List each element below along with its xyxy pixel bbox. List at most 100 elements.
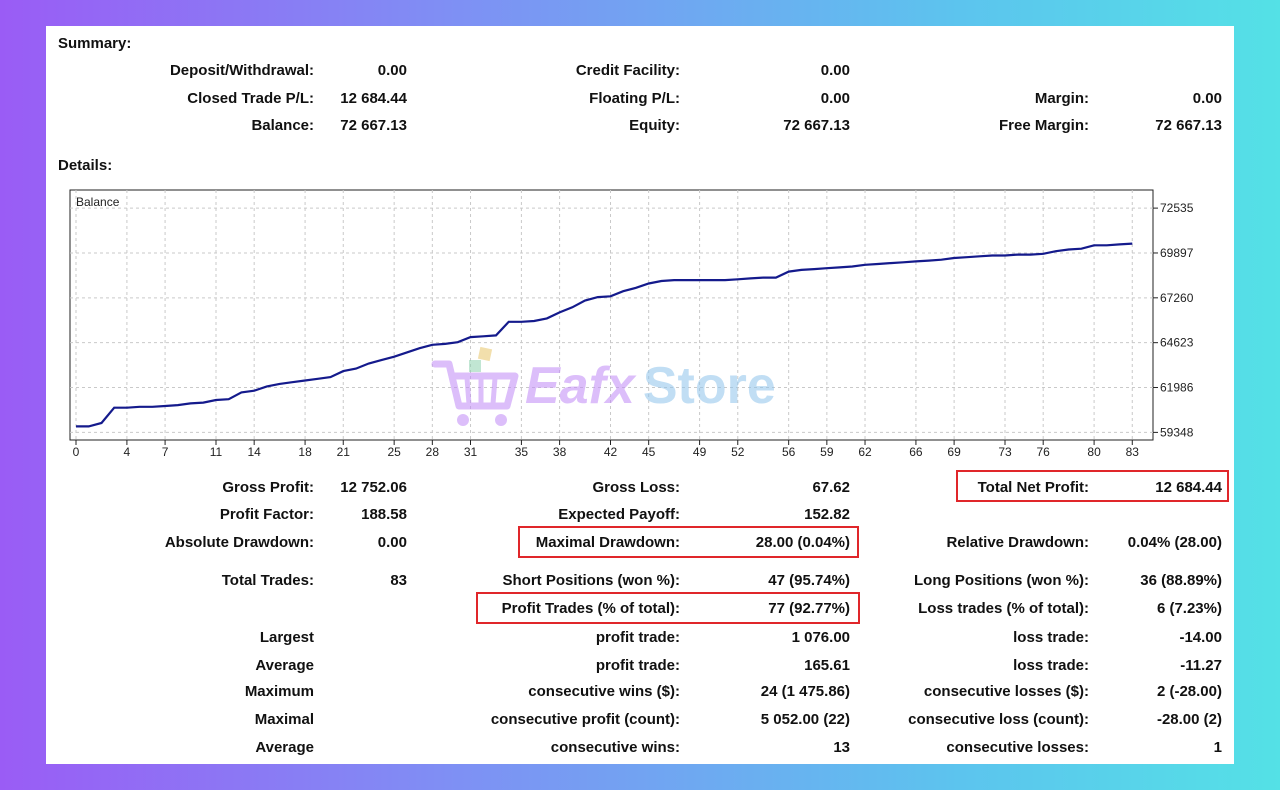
x-tick-label: 31 xyxy=(464,445,478,459)
maximal-label: Maximal xyxy=(254,711,314,728)
credit-facility-value: 0.00 xyxy=(820,62,850,79)
y-tick-label: 69897 xyxy=(1160,246,1194,260)
floating-pl-label: Floating P/L: xyxy=(589,90,680,107)
gross-profit-value: 12 752.06 xyxy=(340,479,407,496)
maximal-drawdown-highlight xyxy=(518,526,859,558)
maximal-consecutive-profit-value: 5 052.00 (22) xyxy=(760,711,850,728)
average-label: Average xyxy=(255,657,314,674)
margin-label: Margin: xyxy=(1034,90,1089,107)
long-positions-value: 36 (88.89%) xyxy=(1140,572,1222,589)
x-tick-label: 66 xyxy=(909,445,923,459)
margin-value: 0.00 xyxy=(1192,90,1222,107)
maximum-consecutive-losses-value: 2 (-28.00) xyxy=(1156,683,1222,700)
x-tick-label: 4 xyxy=(124,445,131,459)
x-tick-label: 69 xyxy=(947,445,961,459)
y-tick-label: 72535 xyxy=(1160,201,1194,215)
free-margin-label: Free Margin: xyxy=(998,117,1089,134)
total-net-profit-label: Total Net Profit: xyxy=(977,479,1089,496)
profit-trades-highlight xyxy=(476,592,860,624)
x-tick-label: 62 xyxy=(858,445,872,459)
largest-label: Largest xyxy=(259,629,314,646)
credit-facility-label: Credit Facility: xyxy=(575,62,680,79)
closed-trade-pl-label: Closed Trade P/L: xyxy=(187,90,314,107)
x-tick-label: 49 xyxy=(693,445,707,459)
profit-trades-label: Profit Trades (% of total): xyxy=(501,600,680,617)
average-consecutive-label: Average xyxy=(255,739,314,756)
relative-drawdown-value: 0.04% (28.00) xyxy=(1127,534,1222,551)
profit-trades-value: 77 (92.77%) xyxy=(768,600,850,617)
x-tick-label: 28 xyxy=(426,445,440,459)
total-net-profit-highlight xyxy=(956,470,1229,502)
report-panel: Summary: Deposit/Withdrawal: 0.00 Credit… xyxy=(46,26,1234,764)
average-loss-trade-label: loss trade: xyxy=(1013,657,1089,674)
equity-label: Equity: xyxy=(629,117,680,134)
y-tick-label: 64623 xyxy=(1160,336,1194,350)
deposit-withdrawal-label: Deposit/Withdrawal: xyxy=(169,62,314,79)
average-consecutive-losses-label: consecutive losses: xyxy=(946,739,1089,756)
x-tick-label: 21 xyxy=(337,445,351,459)
x-tick-label: 52 xyxy=(731,445,745,459)
average-consecutive-wins-label: consecutive wins: xyxy=(550,739,680,756)
balance-label: Balance: xyxy=(251,117,314,134)
balance-value: 72 667.13 xyxy=(340,117,407,134)
chart-plot-area xyxy=(69,189,1154,441)
maximum-consecutive-losses-label: consecutive losses ($): xyxy=(923,683,1089,700)
eafx-store-watermark: Eafx Store xyxy=(429,344,849,444)
equity-value: 72 667.13 xyxy=(783,117,850,134)
maximal-consecutive-loss-label: consecutive loss (count): xyxy=(908,711,1089,728)
free-margin-value: 72 667.13 xyxy=(1155,117,1222,134)
closed-trade-pl-value: 12 684.44 xyxy=(340,90,407,107)
largest-loss-trade-value: -14.00 xyxy=(1179,629,1222,646)
y-tick-label: 59348 xyxy=(1160,425,1194,439)
gross-loss-value: 67.62 xyxy=(812,479,850,496)
maximum-consecutive-wins-value: 24 (1 475.86) xyxy=(760,683,850,700)
profit-factor-value: 188.58 xyxy=(361,506,407,523)
x-tick-label: 59 xyxy=(820,445,834,459)
x-tick-label: 11 xyxy=(210,445,223,459)
average-consecutive-losses-value: 1 xyxy=(1213,739,1222,756)
shopping-cart-icon xyxy=(431,346,519,426)
largest-loss-trade-label: loss trade: xyxy=(1013,629,1089,646)
y-tick-label: 61986 xyxy=(1160,381,1194,395)
x-tick-label: 25 xyxy=(387,445,401,459)
chart-legend-label: Balance xyxy=(76,195,120,209)
short-positions-value: 47 (95.74%) xyxy=(768,572,850,589)
largest-profit-trade-label: profit trade: xyxy=(595,629,680,646)
loss-trades-value: 6 (7.23%) xyxy=(1156,600,1222,617)
maximal-drawdown-value: 28.00 (0.04%) xyxy=(755,534,850,551)
x-tick-label: 83 xyxy=(1126,445,1140,459)
maximal-drawdown-label: Maximal Drawdown: xyxy=(535,534,680,551)
loss-trades-label: Loss trades (% of total): xyxy=(918,600,1089,617)
gross-loss-label: Gross Loss: xyxy=(592,479,680,496)
x-tick-label: 56 xyxy=(782,445,796,459)
maximum-consecutive-wins-label: consecutive wins ($): xyxy=(528,683,680,700)
average-profit-trade-value: 165.61 xyxy=(804,657,850,674)
maximum-label: Maximum xyxy=(244,683,314,700)
x-tick-label: 18 xyxy=(298,445,312,459)
absolute-drawdown-value: 0.00 xyxy=(377,534,407,551)
expected-payoff-label: Expected Payoff: xyxy=(558,506,680,523)
maximal-consecutive-loss-value: -28.00 (2) xyxy=(1156,711,1222,728)
x-tick-label: 80 xyxy=(1087,445,1101,459)
floating-pl-value: 0.00 xyxy=(820,90,850,107)
chart-grid xyxy=(70,190,1153,440)
x-tick-label: 14 xyxy=(247,445,261,459)
largest-profit-trade-value: 1 076.00 xyxy=(791,629,850,646)
x-tick-label: 73 xyxy=(998,445,1012,459)
balance-series-line xyxy=(76,242,1133,428)
short-positions-label: Short Positions (won %): xyxy=(502,572,681,589)
x-tick-label: 38 xyxy=(553,445,567,459)
x-tick-label: 35 xyxy=(515,445,529,459)
average-loss-trade-value: -11.27 xyxy=(1180,657,1222,674)
absolute-drawdown-label: Absolute Drawdown: xyxy=(164,534,314,551)
x-tick-label: 45 xyxy=(642,445,656,459)
maximal-consecutive-profit-label: consecutive profit (count): xyxy=(490,711,680,728)
deposit-withdrawal-value: 0.00 xyxy=(377,62,407,79)
y-tick-label: 67260 xyxy=(1160,291,1194,305)
profit-factor-label: Profit Factor: xyxy=(219,506,314,523)
watermark-text: Eafx Store xyxy=(525,356,776,416)
x-tick-label: 0 xyxy=(73,445,80,459)
x-tick-label: 42 xyxy=(604,445,618,459)
average-consecutive-wins-value: 13 xyxy=(833,739,850,756)
details-heading: Details: xyxy=(58,157,113,174)
